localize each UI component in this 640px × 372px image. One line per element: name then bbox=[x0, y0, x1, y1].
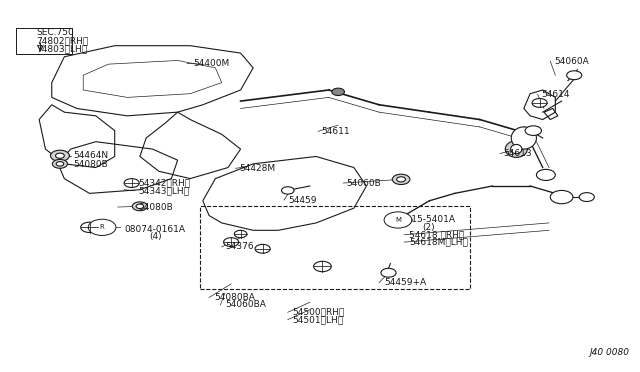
Circle shape bbox=[51, 150, 69, 161]
Text: 08074-0161A: 08074-0161A bbox=[125, 225, 186, 234]
Circle shape bbox=[579, 193, 595, 202]
Circle shape bbox=[223, 238, 239, 247]
Circle shape bbox=[56, 161, 64, 166]
Ellipse shape bbox=[511, 144, 522, 154]
Text: SEC.750: SEC.750 bbox=[36, 28, 74, 37]
Text: 54080BA: 54080BA bbox=[214, 293, 255, 302]
Circle shape bbox=[81, 222, 99, 232]
Circle shape bbox=[384, 212, 412, 228]
Text: M: M bbox=[395, 217, 401, 223]
Text: 08915-5401A: 08915-5401A bbox=[395, 215, 456, 224]
Text: 54080B: 54080B bbox=[139, 202, 173, 212]
Text: 54464N: 54464N bbox=[74, 151, 109, 160]
Circle shape bbox=[234, 230, 247, 238]
Circle shape bbox=[381, 268, 396, 277]
Text: 54060B: 54060B bbox=[346, 179, 381, 187]
Circle shape bbox=[392, 174, 410, 185]
Text: 54459+A: 54459+A bbox=[384, 278, 426, 287]
Text: 54611: 54611 bbox=[321, 127, 350, 136]
Text: (4): (4) bbox=[149, 232, 162, 241]
Text: 54060A: 54060A bbox=[554, 57, 589, 66]
Circle shape bbox=[52, 160, 67, 168]
Circle shape bbox=[314, 261, 332, 272]
Text: 54500〈RH〉: 54500〈RH〉 bbox=[292, 308, 344, 317]
Circle shape bbox=[56, 153, 65, 158]
Text: 54618 〈RH〉: 54618 〈RH〉 bbox=[410, 230, 465, 239]
Text: (2): (2) bbox=[422, 223, 435, 232]
Text: J40 0080: J40 0080 bbox=[590, 349, 630, 357]
Circle shape bbox=[124, 179, 140, 187]
Text: 54080B: 54080B bbox=[74, 160, 109, 169]
Text: 54459: 54459 bbox=[288, 196, 316, 205]
Circle shape bbox=[136, 204, 143, 209]
Circle shape bbox=[525, 126, 541, 135]
Text: 54613: 54613 bbox=[504, 149, 532, 158]
Text: 54614: 54614 bbox=[541, 90, 570, 99]
Circle shape bbox=[396, 217, 407, 223]
Text: 54342〈RH〉: 54342〈RH〉 bbox=[139, 179, 191, 187]
Circle shape bbox=[566, 71, 582, 80]
Text: 54060BA: 54060BA bbox=[225, 300, 266, 310]
Circle shape bbox=[88, 219, 116, 235]
Text: 54428M: 54428M bbox=[239, 164, 275, 173]
Text: 54618M〈LH〉: 54618M〈LH〉 bbox=[410, 238, 468, 247]
Circle shape bbox=[550, 190, 573, 204]
Text: 74803〈LH〉: 74803〈LH〉 bbox=[36, 44, 87, 53]
Circle shape bbox=[282, 187, 294, 194]
Text: R: R bbox=[100, 224, 104, 230]
Text: 54376: 54376 bbox=[225, 243, 253, 251]
Text: 54343〈LH〉: 54343〈LH〉 bbox=[139, 186, 189, 195]
Ellipse shape bbox=[505, 141, 527, 157]
Circle shape bbox=[397, 177, 406, 182]
Text: 54400M: 54400M bbox=[193, 59, 230, 68]
Text: 54501〈LH〉: 54501〈LH〉 bbox=[292, 315, 343, 324]
Circle shape bbox=[332, 88, 344, 96]
Circle shape bbox=[132, 202, 147, 211]
Text: 74802〈RH〉: 74802〈RH〉 bbox=[36, 36, 88, 45]
Ellipse shape bbox=[511, 127, 536, 149]
Circle shape bbox=[255, 244, 270, 253]
Circle shape bbox=[536, 169, 556, 180]
Circle shape bbox=[532, 99, 547, 108]
